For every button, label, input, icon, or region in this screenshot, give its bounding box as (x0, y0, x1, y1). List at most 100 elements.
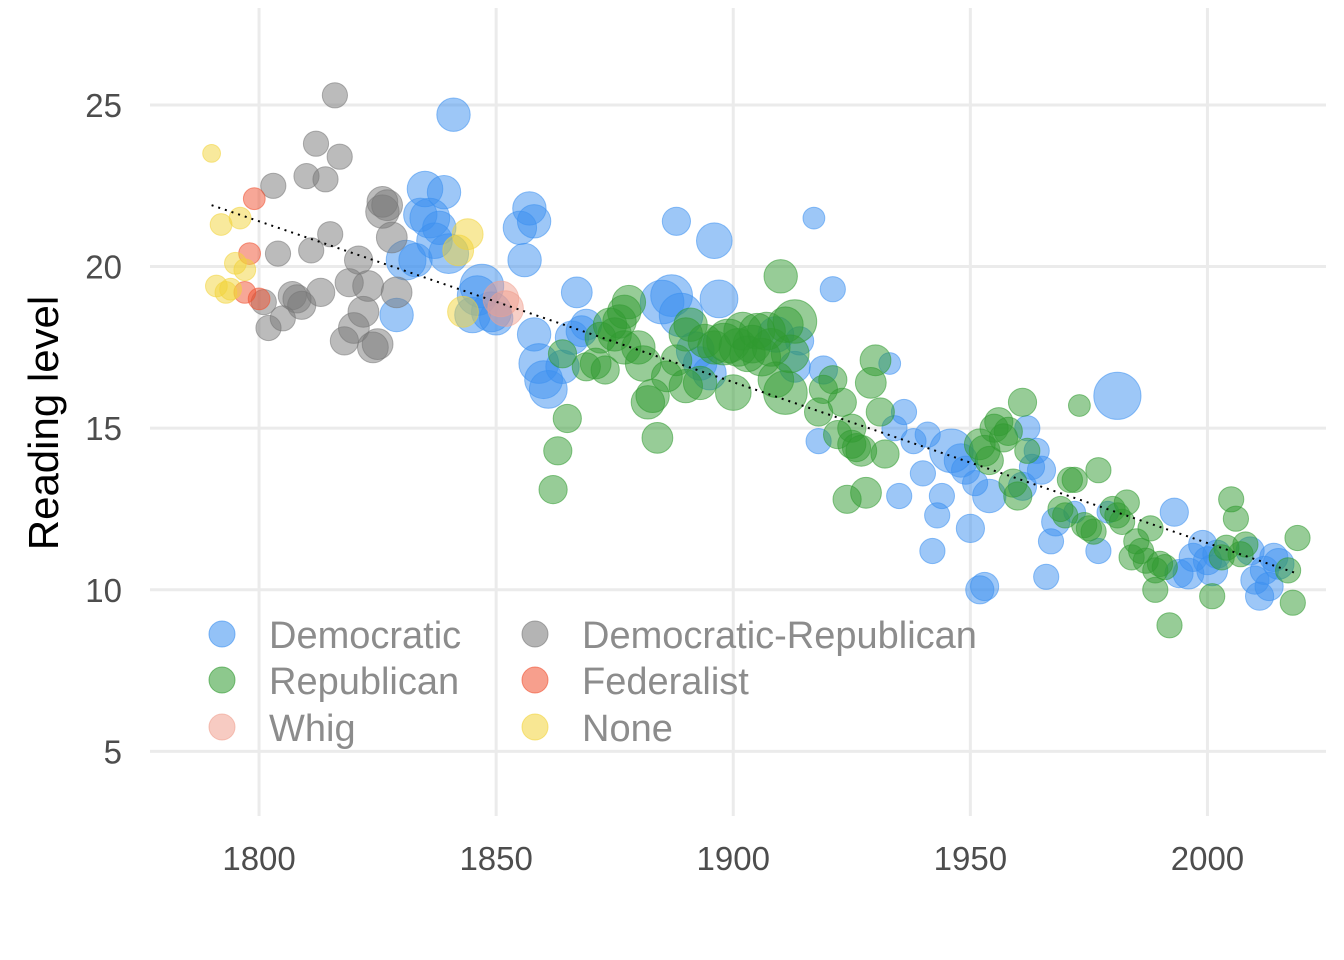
point-republican (974, 445, 1004, 476)
point-democratic-republican (302, 130, 330, 157)
point-democratic (516, 204, 552, 239)
point-federalist (242, 187, 266, 211)
point-democratic (426, 175, 462, 210)
point-democratic (1093, 371, 1142, 420)
point-democratic (955, 513, 986, 544)
point-none (202, 144, 222, 163)
point-democratic-republican (344, 245, 374, 275)
point-republican (1014, 437, 1041, 464)
point-republican (682, 365, 718, 401)
point-democratic (507, 242, 542, 278)
legend-key-whig (208, 713, 236, 741)
point-republican (552, 403, 582, 434)
legend-label: Whig (269, 708, 356, 750)
legend-label: Democratic-Republican (582, 615, 977, 657)
legend-label: Democratic (269, 615, 461, 657)
legend-label: None (582, 708, 673, 750)
point-democratic (890, 398, 918, 426)
point-republican (865, 397, 895, 427)
point-democratic (919, 537, 946, 565)
y-tick-labels: 5 10 15 20 25 (85, 87, 122, 770)
point-republican (1151, 554, 1178, 581)
point-republican (641, 422, 674, 454)
point-republican (1113, 489, 1140, 516)
point-republican (1275, 557, 1302, 584)
point-democratic-republican (306, 277, 336, 307)
grid (150, 8, 1326, 816)
y-tick-label: 10 (85, 572, 122, 609)
point-democratic-republican (298, 237, 325, 264)
point-democratic (970, 571, 1000, 602)
y-tick-label: 15 (85, 410, 122, 447)
point-republican (590, 355, 620, 385)
data-points (202, 82, 1311, 639)
x-tick-labels: 1800 1850 1900 1950 2000 (222, 840, 1244, 877)
point-none (219, 277, 243, 301)
point-republican (1085, 457, 1112, 484)
legend-label: Federalist (582, 661, 749, 703)
point-republican (1061, 466, 1088, 493)
point-republican (1199, 583, 1226, 610)
point-republican (763, 259, 798, 294)
legend-key-republican (208, 666, 236, 694)
point-democratic (802, 206, 826, 230)
point-republican (715, 374, 752, 411)
point-republican (1232, 531, 1259, 558)
point-none (209, 213, 233, 236)
point-democratic (560, 276, 593, 309)
legend-key-none (521, 713, 549, 741)
point-republican (1080, 518, 1107, 545)
point-democratic-republican (264, 240, 292, 267)
point-republican (547, 339, 578, 369)
point-republican (993, 416, 1023, 446)
point-democratic-republican (380, 276, 413, 309)
point-whig (487, 290, 524, 327)
point-republican (1156, 612, 1183, 639)
x-tick-label: 1900 (697, 840, 770, 877)
x-tick-label: 1950 (934, 840, 1007, 877)
point-democratic (436, 97, 471, 132)
point-democratic (699, 279, 739, 319)
point-democratic-republican (317, 221, 344, 248)
point-republican (763, 370, 808, 415)
point-democratic-republican (352, 270, 385, 302)
point-democratic (661, 206, 692, 236)
point-democratic-republican (375, 221, 408, 254)
point-republican (827, 387, 857, 417)
point-republican (1137, 515, 1164, 542)
point-democratic (886, 482, 913, 510)
x-tick-label: 1800 (222, 840, 295, 877)
point-federalist (247, 287, 271, 311)
point-democratic-republican (260, 172, 287, 199)
point-republican (1284, 524, 1311, 552)
point-none (451, 218, 484, 251)
y-tick-label: 5 (104, 733, 122, 770)
point-democratic (928, 482, 956, 510)
legend-key-federalist (521, 666, 549, 694)
point-democratic-republican (321, 82, 348, 109)
point-democratic-republican (312, 166, 339, 193)
point-democratic (1159, 497, 1189, 527)
x-tick-label: 2000 (1171, 840, 1244, 877)
point-democratic (1033, 563, 1060, 590)
point-none (228, 206, 252, 230)
y-tick-label: 20 (85, 249, 122, 286)
point-republican (772, 299, 818, 344)
point-republican (859, 344, 892, 377)
point-democratic-republican (361, 328, 394, 361)
x-tick-label: 1850 (459, 840, 532, 877)
point-republican (870, 439, 900, 469)
point-republican (611, 284, 647, 320)
point-republican (538, 475, 568, 505)
y-axis-title: Reading level (20, 296, 67, 551)
point-republican (1222, 505, 1250, 532)
point-democratic-republican (326, 143, 353, 170)
point-republican (543, 436, 573, 466)
point-democratic (909, 460, 937, 487)
point-republican (1007, 387, 1038, 417)
legend-label: Republican (269, 661, 459, 703)
point-democratic (1026, 455, 1057, 485)
point-republican (1279, 589, 1306, 616)
